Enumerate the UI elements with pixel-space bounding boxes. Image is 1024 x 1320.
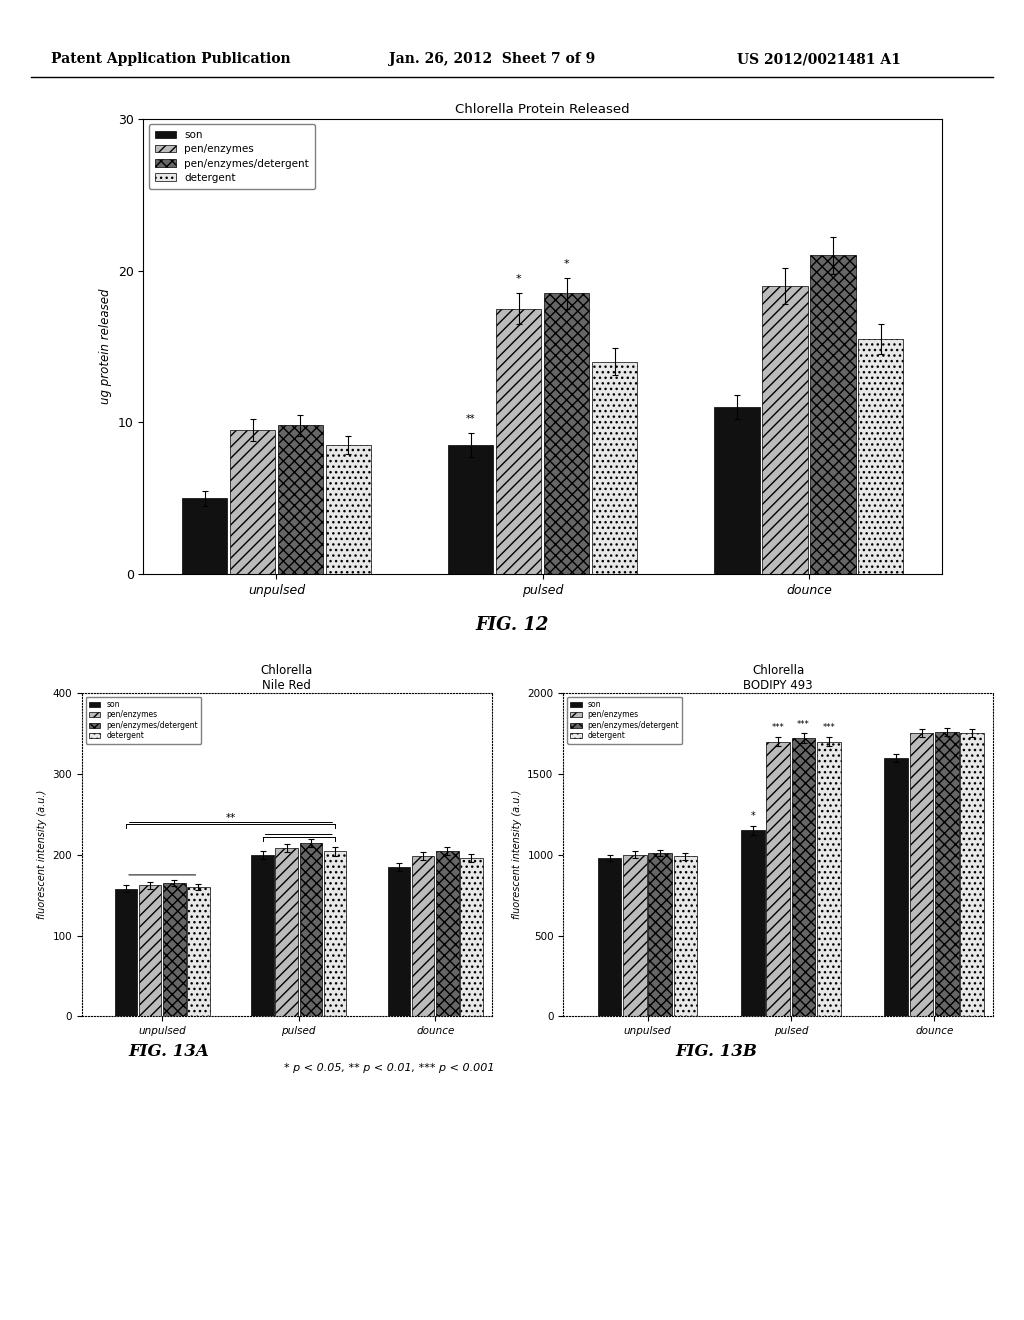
Bar — [762, 286, 808, 574]
Bar — [935, 731, 958, 1016]
Text: Jan. 26, 2012  Sheet 7 of 9: Jan. 26, 2012 Sheet 7 of 9 — [389, 53, 595, 66]
Bar — [598, 858, 622, 1016]
Bar — [278, 425, 324, 574]
Bar — [449, 445, 494, 574]
Legend: son, pen/enzymes, pen/enzymes/detergent, detergent: son, pen/enzymes, pen/enzymes/detergent,… — [148, 124, 315, 189]
Y-axis label: fluorescent intensity (a.u.): fluorescent intensity (a.u.) — [37, 791, 47, 919]
Bar — [115, 888, 137, 1016]
Y-axis label: fluorescent intensity (a.u.): fluorescent intensity (a.u.) — [512, 791, 521, 919]
Bar — [674, 857, 697, 1016]
Text: **: ** — [466, 414, 475, 424]
Text: ***: *** — [822, 723, 836, 731]
Bar — [766, 742, 791, 1016]
Bar — [436, 850, 459, 1016]
Title: Chlorella
Nile Red: Chlorella Nile Red — [260, 664, 313, 692]
Bar — [648, 853, 672, 1016]
Bar — [961, 734, 984, 1016]
Bar — [460, 858, 482, 1016]
Text: FIG. 13A: FIG. 13A — [129, 1043, 209, 1060]
Bar — [810, 256, 856, 574]
Bar — [544, 293, 590, 574]
Bar — [412, 857, 434, 1016]
Bar — [497, 309, 542, 574]
Text: *: * — [516, 275, 521, 284]
Title: Chlorella
BODIPY 493: Chlorella BODIPY 493 — [743, 664, 813, 692]
Text: ***: *** — [797, 719, 810, 729]
Text: *: * — [564, 259, 569, 269]
Bar — [251, 855, 273, 1016]
Legend: son, pen/enzymes, pen/enzymes/detergent, detergent: son, pen/enzymes, pen/enzymes/detergent,… — [567, 697, 682, 743]
Bar — [388, 867, 411, 1016]
Text: FIG. 12: FIG. 12 — [475, 616, 549, 635]
Text: *: * — [751, 810, 756, 821]
Bar — [592, 362, 637, 574]
Bar — [230, 430, 275, 574]
Legend: son, pen/enzymes, pen/enzymes/detergent, detergent: son, pen/enzymes, pen/enzymes/detergent,… — [86, 697, 201, 743]
Text: Patent Application Publication: Patent Application Publication — [51, 53, 291, 66]
Y-axis label: ug protein released: ug protein released — [99, 289, 113, 404]
Bar — [300, 842, 323, 1016]
Bar — [792, 738, 815, 1016]
Bar — [324, 851, 346, 1016]
Bar — [741, 830, 765, 1016]
Bar — [326, 445, 371, 574]
Bar — [715, 408, 760, 574]
Bar — [275, 849, 298, 1016]
Text: FIG. 13B: FIG. 13B — [676, 1043, 758, 1060]
Bar — [858, 339, 903, 574]
Bar — [187, 887, 210, 1016]
Bar — [909, 734, 934, 1016]
Bar — [623, 855, 647, 1016]
Text: **: ** — [225, 813, 236, 824]
Bar — [182, 499, 227, 574]
Text: ***: *** — [772, 723, 784, 731]
Bar — [139, 886, 162, 1016]
Bar — [885, 758, 908, 1016]
Bar — [163, 883, 185, 1016]
Title: Chlorella Protein Released: Chlorella Protein Released — [456, 103, 630, 116]
Bar — [817, 742, 841, 1016]
Text: US 2012/0021481 A1: US 2012/0021481 A1 — [737, 53, 901, 66]
Text: * p < 0.05, ** p < 0.01, *** p < 0.001: * p < 0.05, ** p < 0.01, *** p < 0.001 — [284, 1063, 495, 1073]
